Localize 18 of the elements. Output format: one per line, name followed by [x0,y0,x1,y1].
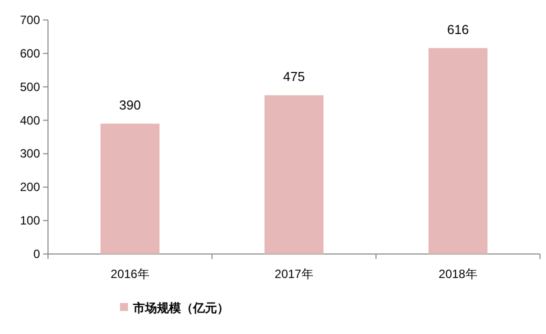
data-label: 390 [119,98,141,113]
y-tick-label: 200 [20,180,40,194]
y-tick-label: 500 [20,80,40,94]
y-tick-label: 400 [20,113,40,128]
y-tick-label: 0 [33,247,40,261]
legend-label: 市场规模（亿元） [132,301,229,315]
y-tick-label: 700 [20,13,40,27]
y-tick-label: 100 [20,214,40,228]
bar [264,95,324,254]
data-label: 475 [283,69,305,84]
y-tick-label: 600 [20,46,40,60]
x-tick-label: 2017年 [274,267,314,281]
bar [428,48,488,254]
y-tick-label: 300 [20,146,40,161]
x-tick-label: 2016年 [110,267,150,281]
data-label: 616 [447,22,469,38]
x-tick-label: 2018年 [438,267,478,281]
bar [100,124,160,254]
